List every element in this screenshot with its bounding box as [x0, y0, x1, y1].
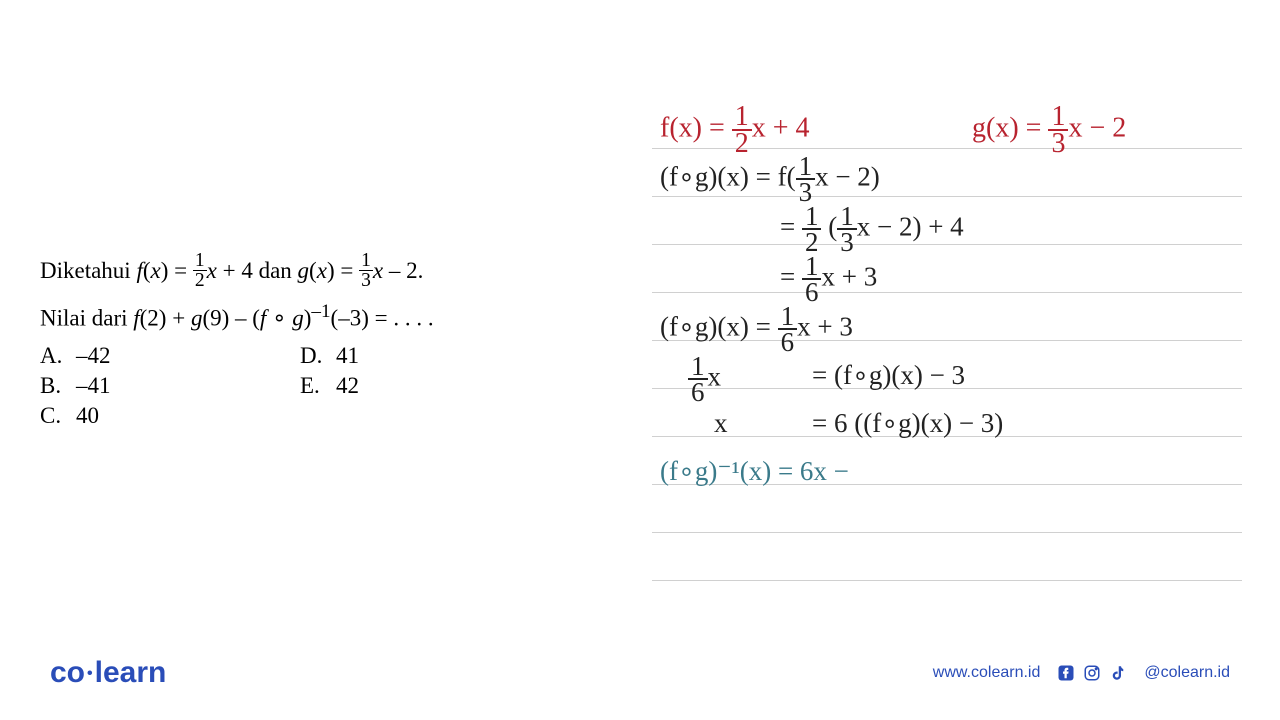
hw-fx: f(x) = 12x + 4 — [660, 104, 810, 156]
problem-line2: Nilai dari f(2) + g(9) – (f ∘ g)–1(–3) =… — [40, 301, 600, 332]
hw-fog2: (f∘g)(x) = 16x + 3 — [660, 304, 853, 355]
option-e: E.42 — [300, 373, 560, 399]
logo: co•learn — [50, 656, 166, 690]
option-a: A.–42 — [40, 343, 300, 369]
hw-inverse: (f∘g)⁻¹(x) = 6x − — [660, 456, 849, 487]
hw-step5-lhs: 16x — [688, 354, 721, 405]
footer-url: www.colearn.id — [933, 664, 1041, 682]
answer-options: A.–42 D.41 B.–41 E.42 C.40 — [40, 343, 600, 429]
footer-right: www.colearn.id @colearn.id — [933, 663, 1230, 683]
hw-step6-rhs: = 6 ((f∘g)(x) − 3) — [812, 408, 1003, 439]
fx-arg: (x) = — [143, 258, 193, 283]
hw-step2: = 12 (13x − 2) + 4 — [780, 204, 964, 255]
facebook-icon — [1056, 663, 1076, 683]
social-icons — [1056, 663, 1128, 683]
option-c: C.40 — [40, 403, 300, 429]
footer-handle: @colearn.id — [1144, 664, 1230, 682]
hw-step3: = 16x + 3 — [780, 254, 877, 305]
hw-fog1: (f∘g)(x) = f(13x − 2) — [660, 154, 880, 205]
hw-step6-lhs: x — [714, 408, 728, 439]
gx-arg: (x) = — [309, 258, 359, 283]
option-d: D.41 — [300, 343, 560, 369]
option-b: B.–41 — [40, 373, 300, 399]
instagram-icon — [1082, 663, 1102, 683]
hw-step5-rhs: = (f∘g)(x) − 3 — [812, 360, 965, 391]
fraction-third: 13 — [359, 251, 373, 291]
text: Diketahui — [40, 258, 136, 283]
problem-line1: Diketahui f(x) = 12x + 4 dan g(x) = 13x … — [40, 250, 600, 293]
fraction-half: 12 — [193, 251, 207, 291]
gx-label: g — [298, 258, 310, 283]
tiktok-icon — [1108, 663, 1128, 683]
footer: co•learn www.colearn.id @colearn.id — [0, 656, 1280, 690]
hw-gx: g(x) = 13x − 2 — [972, 104, 1126, 156]
problem-panel: Diketahui f(x) = 12x + 4 dan g(x) = 13x … — [40, 250, 600, 433]
